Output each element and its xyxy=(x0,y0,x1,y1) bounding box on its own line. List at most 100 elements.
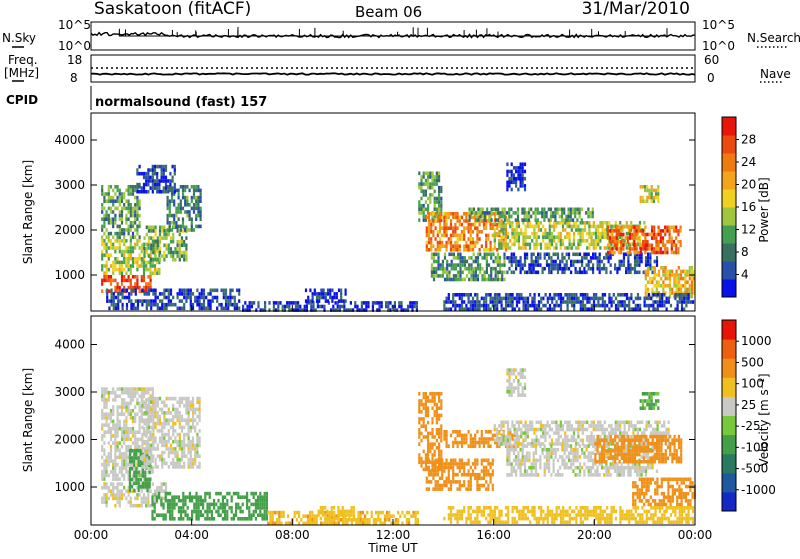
power-cell xyxy=(562,225,564,229)
velocity-cell xyxy=(112,420,114,424)
power-cell xyxy=(622,304,624,308)
power-cell xyxy=(473,253,475,257)
power-cell xyxy=(183,307,185,311)
velocity-cell xyxy=(134,445,136,449)
power-cell xyxy=(434,200,436,204)
power-cell xyxy=(101,225,103,229)
velocity-cell xyxy=(150,411,152,415)
velocity-cell xyxy=(172,404,174,408)
velocity-cell xyxy=(190,465,192,469)
velocity-cell xyxy=(103,402,105,406)
power-cell xyxy=(669,233,671,237)
power-cell xyxy=(197,199,199,203)
power-cell xyxy=(117,207,119,211)
power-cell xyxy=(602,235,604,239)
power-cell xyxy=(327,289,329,293)
power-cell xyxy=(623,260,625,264)
velocity-cell xyxy=(129,456,131,460)
power-cell xyxy=(661,300,663,304)
power-cell xyxy=(609,240,611,244)
power-cell xyxy=(119,192,121,196)
velocity-cell xyxy=(204,510,206,514)
velocity-cell xyxy=(135,478,137,482)
power-cell xyxy=(117,189,119,193)
power-cell xyxy=(117,268,119,272)
power-cell xyxy=(538,307,540,311)
power-cell xyxy=(518,235,520,239)
power-cell xyxy=(658,240,660,244)
power-cell xyxy=(536,243,538,247)
power-cell xyxy=(437,248,439,252)
power-cell xyxy=(108,207,110,211)
power-cell xyxy=(184,185,186,189)
velocity-cell xyxy=(171,506,173,510)
power-cell xyxy=(656,288,658,292)
power-cell xyxy=(505,225,507,229)
power-cell xyxy=(174,186,176,190)
power-cell xyxy=(430,237,432,241)
power-cell xyxy=(666,226,668,230)
power-ytick-label: 4000 xyxy=(54,133,85,147)
power-cell xyxy=(684,288,686,292)
power-cell xyxy=(561,208,563,212)
velocity-cell xyxy=(172,429,174,433)
power-cell xyxy=(161,176,163,180)
power-cell xyxy=(524,184,526,188)
power-cell xyxy=(448,237,450,241)
power-cell xyxy=(416,301,418,305)
velocity-cell xyxy=(112,441,114,445)
velocity-cell xyxy=(446,430,448,434)
velocity-cell xyxy=(172,415,174,419)
velocity-cell xyxy=(173,517,175,521)
power-cell xyxy=(150,307,152,311)
velocity-cell xyxy=(436,432,438,436)
velocity-cell xyxy=(119,452,121,456)
power-cell xyxy=(506,271,508,275)
velocity-cell xyxy=(199,408,201,412)
power-cell xyxy=(666,251,668,255)
power-cell xyxy=(482,208,484,212)
velocity-cell xyxy=(272,511,274,515)
power-cell xyxy=(573,293,575,297)
velocity-cell xyxy=(261,495,263,499)
power-cell xyxy=(522,177,524,181)
power-cell xyxy=(497,260,499,264)
velocity-cell xyxy=(171,517,173,521)
power-cell xyxy=(171,228,173,232)
power-cell xyxy=(494,232,496,236)
power-cell xyxy=(106,228,108,232)
power-cell xyxy=(103,196,105,200)
velocity-cell xyxy=(119,387,121,391)
power-cell xyxy=(110,282,112,286)
power-cell xyxy=(649,256,651,260)
power-cell xyxy=(483,248,485,252)
velocity-cell xyxy=(172,458,174,462)
velocity-cell xyxy=(138,481,140,485)
power-cell xyxy=(472,300,474,304)
power-cell xyxy=(558,221,560,225)
power-cell xyxy=(535,263,537,267)
power-cell xyxy=(205,307,207,311)
velocity-cell xyxy=(106,463,108,467)
velocity-cell xyxy=(117,463,119,467)
power-cell xyxy=(652,293,654,297)
velocity-cell xyxy=(168,408,170,412)
velocity-cell xyxy=(309,518,311,522)
power-cell xyxy=(592,263,594,267)
velocity-cell xyxy=(177,462,179,466)
power-cell xyxy=(503,297,505,301)
power-cell xyxy=(378,301,380,305)
power-cell xyxy=(465,307,467,311)
power-cell xyxy=(115,307,117,311)
velocity-cell xyxy=(117,489,119,493)
power-cell xyxy=(593,297,595,301)
power-cell xyxy=(648,304,650,308)
power-cell xyxy=(117,296,119,300)
velocity-cell xyxy=(420,439,422,443)
power-colorbar-tick-label: 8 xyxy=(741,245,749,259)
power-cell xyxy=(483,307,485,311)
power-cell xyxy=(128,296,130,300)
velocity-cell xyxy=(459,434,461,438)
power-cell xyxy=(112,246,114,250)
power-cell xyxy=(655,244,657,248)
